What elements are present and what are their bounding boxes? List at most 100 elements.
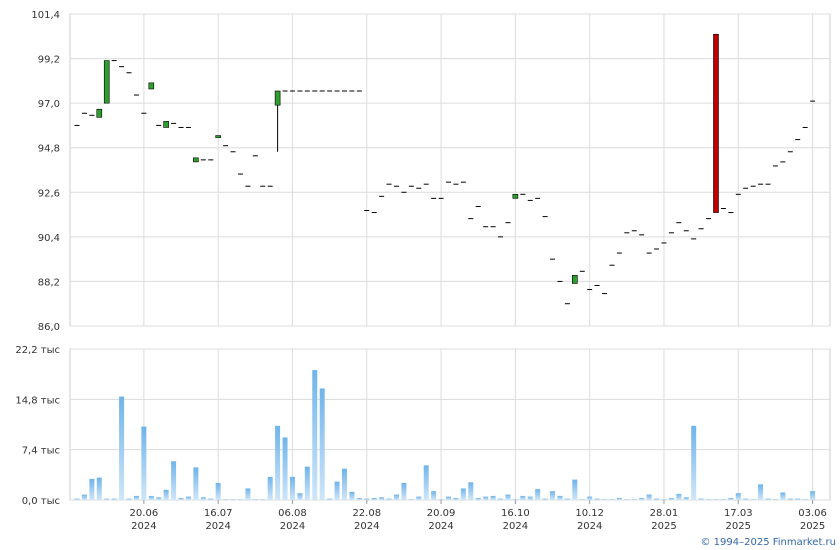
volume-bar: [408, 499, 414, 500]
volume-bar: [349, 491, 355, 500]
volume-bar: [691, 425, 697, 500]
x-tick-year: 2024: [354, 521, 379, 532]
y-tick-label: 22,2 тыс: [15, 345, 60, 356]
volume-bar: [416, 496, 422, 500]
y-tick-label: 94,8: [38, 144, 60, 155]
volume-bar: [230, 499, 236, 500]
volume-bar: [185, 496, 191, 500]
volume-bar: [505, 494, 511, 500]
candle-body: [148, 82, 155, 90]
volume-bar: [550, 491, 556, 500]
y-tick-label: 86,0: [38, 322, 60, 333]
volume-bar: [498, 498, 504, 500]
y-tick-label: 14,8 тыс: [15, 395, 60, 406]
volume-bar: [609, 499, 615, 500]
volume-bar: [334, 481, 340, 500]
x-tick-label: 16.07: [204, 508, 233, 519]
volume-bar: [156, 497, 162, 500]
volume-bar: [304, 466, 310, 500]
volume-bar: [446, 496, 451, 500]
x-tick-year: 2025: [800, 521, 825, 532]
volume-bar: [252, 499, 258, 500]
candle-body: [96, 108, 103, 118]
candle-body: [512, 194, 519, 199]
x-tick-year: 2025: [726, 521, 751, 532]
volume-bar: [810, 491, 816, 500]
volume-bar: [668, 497, 674, 500]
volume-bar: [602, 499, 608, 500]
volume-bar: [289, 476, 295, 500]
volume-bar: [780, 492, 786, 500]
y-tick-label: 101,4: [31, 10, 60, 21]
volume-bar: [572, 479, 578, 500]
x-tick-label: 17.03: [724, 508, 753, 519]
volume-bar: [453, 497, 459, 500]
volume-bar: [171, 461, 177, 500]
x-tick-label: 16.10: [501, 508, 530, 519]
volume-bar: [594, 498, 600, 500]
volume-bar: [141, 426, 147, 500]
volume-bar: [260, 499, 266, 500]
volume-bar: [327, 498, 333, 500]
volume-bar: [89, 478, 95, 500]
x-tick-year: 2025: [651, 521, 676, 532]
volume-bar: [208, 498, 214, 500]
y-tick-label: 88,2: [38, 277, 60, 288]
volume-bar: [275, 425, 281, 500]
volume-bar: [661, 499, 667, 500]
volume-bar: [654, 498, 660, 500]
x-tick-year: 2024: [131, 521, 156, 532]
volume-bar: [475, 497, 481, 500]
x-tick-year: 2024: [280, 521, 305, 532]
volume-bar: [379, 497, 385, 500]
volume-bar: [163, 489, 169, 500]
x-tick-label: 10.12: [575, 508, 604, 519]
volume-bar: [527, 496, 533, 500]
volume-bar: [438, 499, 444, 500]
volume-bar: [646, 494, 652, 500]
y-tick-label: 7,4 тыс: [22, 446, 60, 457]
y-tick-label: 92,6: [38, 188, 60, 199]
volume-bar: [371, 497, 377, 500]
volume-bar: [728, 497, 734, 500]
volume-bar: [535, 489, 541, 500]
candle-body: [103, 60, 110, 104]
volume-bar: [624, 499, 630, 500]
x-tick-label: 03.06: [798, 508, 827, 519]
volume-bar: [364, 498, 370, 500]
volume-bar: [750, 499, 756, 500]
x-tick-label: 28.01: [650, 508, 679, 519]
volume-bar: [111, 498, 117, 500]
volume-bar: [148, 495, 154, 500]
volume-bar: [74, 498, 80, 500]
volume-bar: [312, 370, 318, 500]
volume-bar: [341, 468, 347, 500]
volume-bar: [81, 494, 87, 500]
volume-bar: [215, 482, 221, 500]
x-tick-label: 20.06: [130, 508, 159, 519]
volume-bar: [557, 495, 563, 500]
volume-bar: [706, 499, 712, 500]
candle-body: [274, 90, 281, 106]
x-tick-year: 2024: [205, 521, 230, 532]
volume-bar: [119, 396, 125, 500]
y-tick-label: 90,4: [38, 233, 60, 244]
volume-bar: [542, 498, 548, 500]
y-tick-label: 97,0: [38, 99, 60, 110]
volume-bar: [698, 498, 704, 500]
volume-bar: [356, 497, 362, 500]
volume-bar: [512, 499, 518, 500]
x-tick-year: 2024: [577, 521, 602, 532]
volume-bar: [787, 498, 793, 500]
volume-bar: [520, 495, 526, 500]
volume-bar: [802, 499, 808, 500]
volume-bar: [683, 497, 689, 500]
volume-bar: [178, 497, 184, 500]
volume-bar: [720, 499, 726, 500]
volume-bar: [616, 497, 622, 500]
volume-bar: [490, 495, 496, 500]
volume-bar: [267, 476, 273, 500]
volume-bar: [96, 477, 102, 500]
volume-bar: [126, 498, 132, 500]
